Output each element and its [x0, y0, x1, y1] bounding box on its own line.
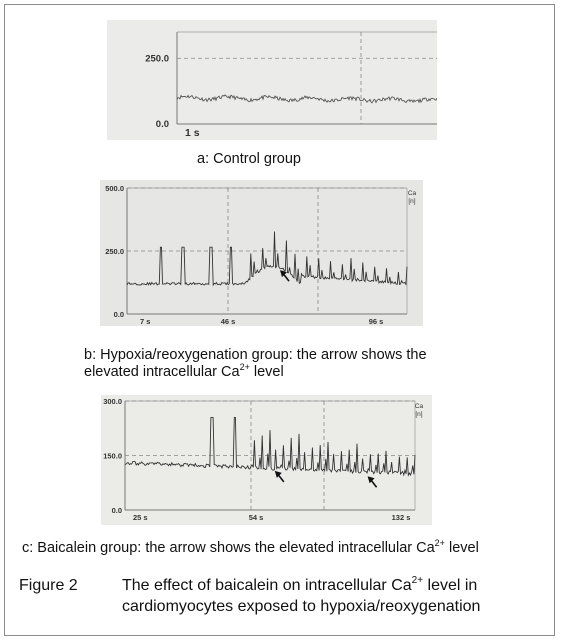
figure-title-line2: cardiomyocytes exposed to hypoxia/reoxyg…: [122, 598, 481, 615]
x-tick-label: 1 s: [185, 127, 200, 139]
annotation-arrow: [367, 476, 378, 488]
x-tick-label: 96 s: [369, 317, 384, 326]
signal-trace: [176, 94, 437, 104]
y-tick-label: 0.0: [114, 310, 124, 319]
caption-baicalein-group: c: Baicalein group: the arrow shows the …: [22, 538, 479, 557]
y-unit-label: Ca: [408, 190, 417, 197]
signal-trace: [126, 231, 408, 287]
figure-caption: Figure 2 The effect of baicalein on intra…: [19, 575, 481, 616]
caption-hypoxia-line1: b: Hypoxia/reoxygenation group: the arro…: [84, 347, 427, 363]
y-unit-label: [n]: [408, 198, 415, 205]
y-tick-label: 0.0: [156, 119, 169, 130]
y-tick-label: 500.0: [105, 184, 124, 193]
chart-a-svg: 0.0 250.0 1 s: [145, 31, 437, 139]
x-tick-label: 25 s: [133, 513, 148, 522]
y-unit-label: [n]: [415, 411, 422, 418]
caption-hypoxia-line2: elevated intracellular Ca2+ level: [84, 362, 284, 381]
x-tick-label: 46 s: [221, 317, 236, 326]
y-tick-label: 0.0: [112, 506, 122, 515]
figure-title-line1: The effect of baicalein on intracellular…: [122, 577, 412, 594]
chart-baicalein-group: 0.0 150.0 300.0 25 s 54 s 132 s Ca [n]: [101, 395, 432, 525]
y-tick-label: 250.0: [105, 247, 124, 256]
annotation-arrow: [280, 270, 290, 282]
annotation-arrow: [274, 470, 285, 483]
chart-hypoxia-group: 0.0 250.0 500.0 7 s 46 s 96 s Ca [n]: [100, 180, 423, 326]
x-tick-label: 7 s: [140, 317, 150, 326]
chart-b-svg: 0.0 250.0 500.0 7 s 46 s 96 s Ca[n]: [105, 184, 417, 326]
x-tick-label: 54 s: [249, 513, 264, 522]
y-tick-label: 250.0: [145, 53, 169, 64]
figure-number: Figure 2: [19, 577, 78, 594]
y-tick-label: 150.0: [103, 452, 122, 461]
y-tick-label: 300.0: [103, 397, 122, 406]
chart-control-group: 0.0 250.0 1 s: [107, 20, 437, 140]
chart-c-svg: 0.0 150.0 300.0 25 s 54 s 132 s Ca[n]: [103, 397, 424, 522]
x-tick-label: 132 s: [392, 513, 411, 522]
signal-trace: [124, 416, 416, 477]
y-unit-label: Ca: [415, 403, 424, 410]
caption-control-group: a: Control group: [197, 151, 301, 167]
